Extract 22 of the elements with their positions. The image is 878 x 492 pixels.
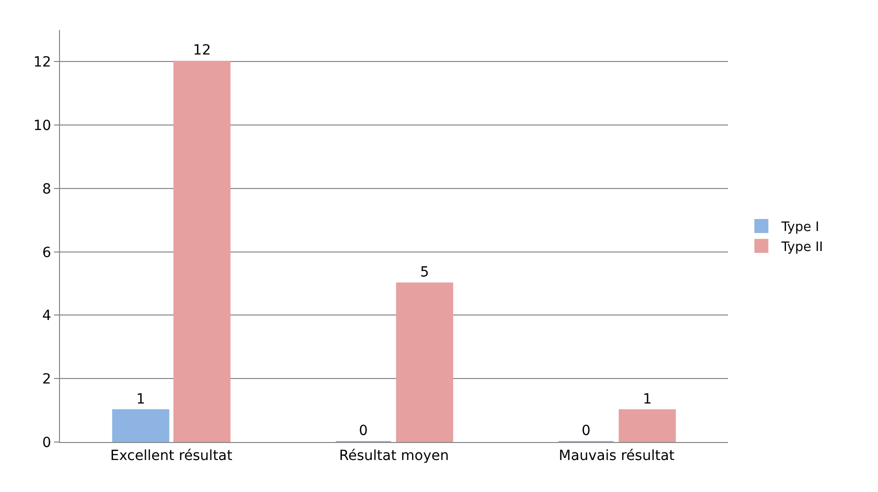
bar xyxy=(173,60,231,442)
legend-label: Type II xyxy=(780,240,824,255)
data-label: 0 xyxy=(582,423,591,439)
data-label: 1 xyxy=(136,391,146,408)
x-tick-label: Excellent résultat xyxy=(110,448,233,464)
y-tick-label: 0 xyxy=(42,434,52,451)
bar xyxy=(396,282,454,442)
data-label: 12 xyxy=(193,42,211,59)
y-tick-label: 10 xyxy=(33,118,52,134)
y-tick-label: 12 xyxy=(33,54,52,71)
y-tick-label: 4 xyxy=(42,308,52,324)
y-tick-label: 2 xyxy=(42,372,52,388)
bar xyxy=(618,409,676,442)
x-tick-label: Mauvais résultat xyxy=(558,448,676,464)
data-label: 0 xyxy=(358,423,368,439)
x-tick-label: Résultat moyen xyxy=(339,448,449,464)
data-label: 1 xyxy=(642,391,652,408)
data-label: 5 xyxy=(420,264,430,281)
bar xyxy=(112,409,170,442)
y-tick-label: 6 xyxy=(42,244,52,261)
legend-label: Type I xyxy=(780,220,820,236)
y-tick-label: 8 xyxy=(42,181,52,198)
